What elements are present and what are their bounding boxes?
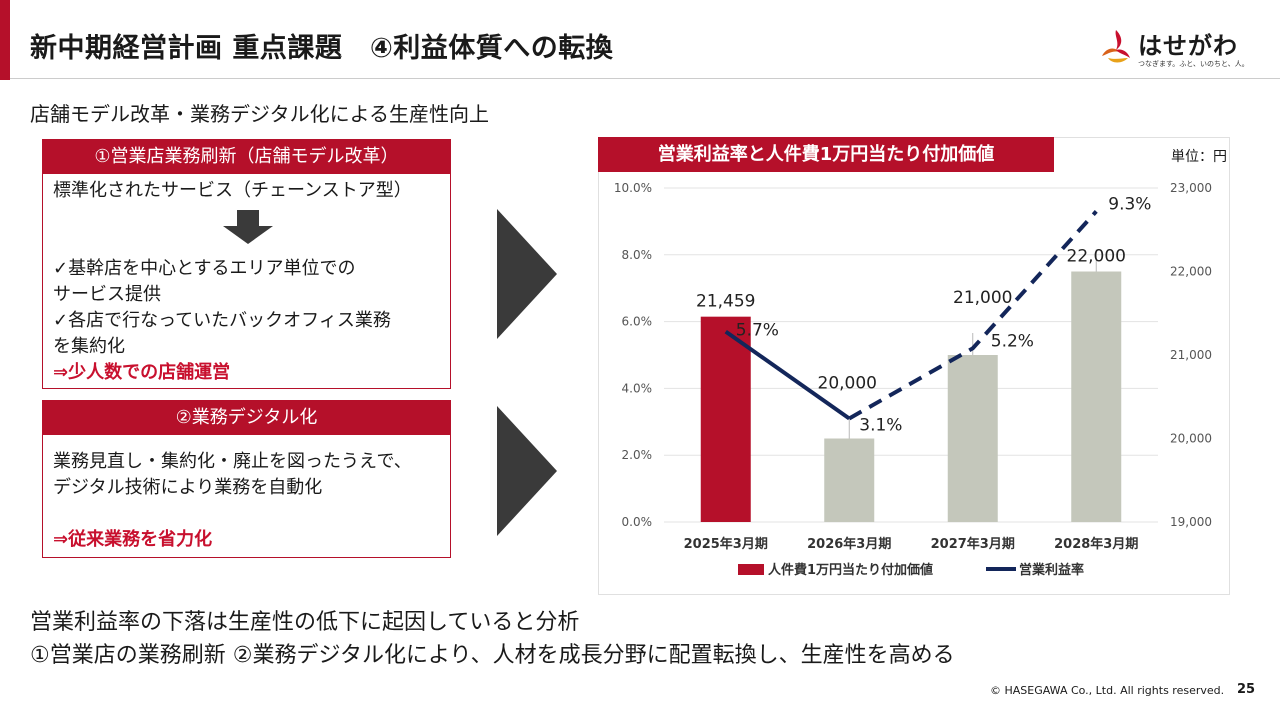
chart-title: 営業利益率と人件費1万円当たり付加価値 bbox=[598, 137, 1054, 172]
initiative-box-body: 業務見直し・集約化・廃止を図ったうえで、 デジタル技術により業務を自動化 ⇒従来… bbox=[43, 435, 450, 553]
title-divider bbox=[10, 78, 1280, 79]
y-right-tick-label: 22,000 bbox=[1170, 265, 1212, 279]
bar bbox=[947, 355, 998, 522]
bar-value-label: 21,000 bbox=[953, 288, 1012, 308]
body-line: ✓各店で行なっていたバックオフィス業務 bbox=[53, 310, 391, 331]
section-subtitle: 店舗モデル改革・業務デジタル化による生産性向上 bbox=[30, 102, 489, 126]
line-value-label: 5.2% bbox=[991, 331, 1034, 351]
bar-value-label: 21,459 bbox=[696, 292, 755, 312]
company-logo: はせがわ つなぎます。ふと、いのちと、人。 bbox=[1098, 26, 1258, 72]
initiative-result: ⇒従来業務を省力化 bbox=[53, 529, 213, 550]
logo-tagline: つなぎます。ふと、いのちと、人。 bbox=[1138, 60, 1249, 68]
x-tick-label: 2027年3月期 bbox=[931, 536, 1015, 552]
initiative-box-digitalization: ②業務デジタル化 業務見直し・集約化・廃止を図ったうえで、 デジタル技術により業… bbox=[42, 400, 451, 558]
y-left-tick-label: 10.0% bbox=[614, 181, 652, 195]
bar bbox=[1071, 271, 1122, 522]
chevron-right-icon bbox=[497, 406, 557, 536]
logo-mark-icon bbox=[1102, 30, 1130, 63]
line-series-dashed bbox=[848, 210, 1098, 421]
body-line: 業務見直し・集約化・廃止を図ったうえで、 bbox=[53, 451, 412, 472]
body-line: を集約化 bbox=[53, 336, 125, 357]
line-value-label: 3.1% bbox=[859, 415, 902, 435]
bar bbox=[824, 438, 875, 522]
y-left-tick-label: 4.0% bbox=[622, 381, 653, 395]
body-line: サービス提供 bbox=[53, 284, 161, 305]
y-right-tick-label: 21,000 bbox=[1170, 348, 1212, 362]
logo-wordmark: はせがわ bbox=[1138, 32, 1238, 60]
initiative-result: ⇒少人数での店舗運営 bbox=[53, 362, 231, 383]
line-series-solid bbox=[724, 329, 851, 421]
bar-value-label: 20,000 bbox=[818, 374, 877, 394]
y-left-tick-label: 2.0% bbox=[622, 448, 653, 462]
y-left-tick-label: 8.0% bbox=[622, 248, 653, 262]
bar-value-label: 22,000 bbox=[1067, 247, 1126, 267]
down-arrow-icon bbox=[223, 210, 273, 250]
conclusion: 営業利益率の下落は生産性の低下に起因していると分析 ①営業店の業務刷新 ②業務デ… bbox=[30, 606, 955, 672]
combo-chart: 0.0% 2.0% 4.0% 6.0% 8.0% 10.0% 19,000 20,000 21,… bbox=[614, 181, 1212, 578]
chevron-right-icon bbox=[497, 209, 557, 339]
line-value-label: 9.3% bbox=[1108, 194, 1151, 214]
y-right-tick-label: 20,000 bbox=[1170, 432, 1212, 446]
y-left-tick-label: 6.0% bbox=[622, 315, 653, 329]
initiative-box-heading: ②業務デジタル化 bbox=[43, 401, 450, 435]
page-number: 25 bbox=[1237, 682, 1256, 697]
body-line: ✓基幹店を中心とするエリア単位での bbox=[53, 258, 356, 279]
accent-bar bbox=[0, 0, 10, 80]
legend-bar-swatch bbox=[738, 564, 764, 575]
x-tick-label: 2028年3月期 bbox=[1054, 536, 1138, 552]
x-tick-label: 2025年3月期 bbox=[684, 536, 768, 552]
legend-line-label: 営業利益率 bbox=[1019, 562, 1084, 578]
initiative-box-store-reform: ①営業店業務刷新（店舗モデル改革） 標準化されたサービス（チェーンストア型） ✓… bbox=[42, 139, 451, 389]
body-line: 標準化されたサービス（チェーンストア型） bbox=[53, 180, 412, 201]
y-left-tick-label: 0.0% bbox=[622, 515, 653, 529]
initiative-box-heading: ①営業店業務刷新（店舗モデル改革） bbox=[43, 140, 450, 174]
conclusion-line: 営業利益率の下落は生産性の低下に起因していると分析 bbox=[30, 610, 580, 635]
initiative-box-body: 標準化されたサービス（チェーンストア型） ✓基幹店を中心とするエリア単位での サ… bbox=[43, 174, 450, 386]
body-line: デジタル技術により業務を自動化 bbox=[53, 477, 323, 498]
line-value-label: 5.7% bbox=[736, 321, 779, 341]
bar bbox=[700, 316, 751, 522]
x-tick-label: 2026年3月期 bbox=[807, 536, 891, 552]
unit-label: 単位：円 bbox=[1171, 149, 1227, 165]
y-right-tick-label: 19,000 bbox=[1170, 515, 1212, 529]
conclusion-line: ①営業店の業務刷新 ②業務デジタル化により、人材を成長分野に配置転換し、生産性を… bbox=[30, 643, 955, 668]
page-title: 新中期経営計画 重点課題 ④利益体質への転換 bbox=[30, 33, 614, 64]
copyright-footer: © HASEGAWA Co., Ltd. All rights reserved… bbox=[990, 684, 1225, 697]
legend-bar-label: 人件費1万円当たり付加価値 bbox=[768, 562, 933, 578]
y-right-tick-label: 23,000 bbox=[1170, 181, 1212, 195]
